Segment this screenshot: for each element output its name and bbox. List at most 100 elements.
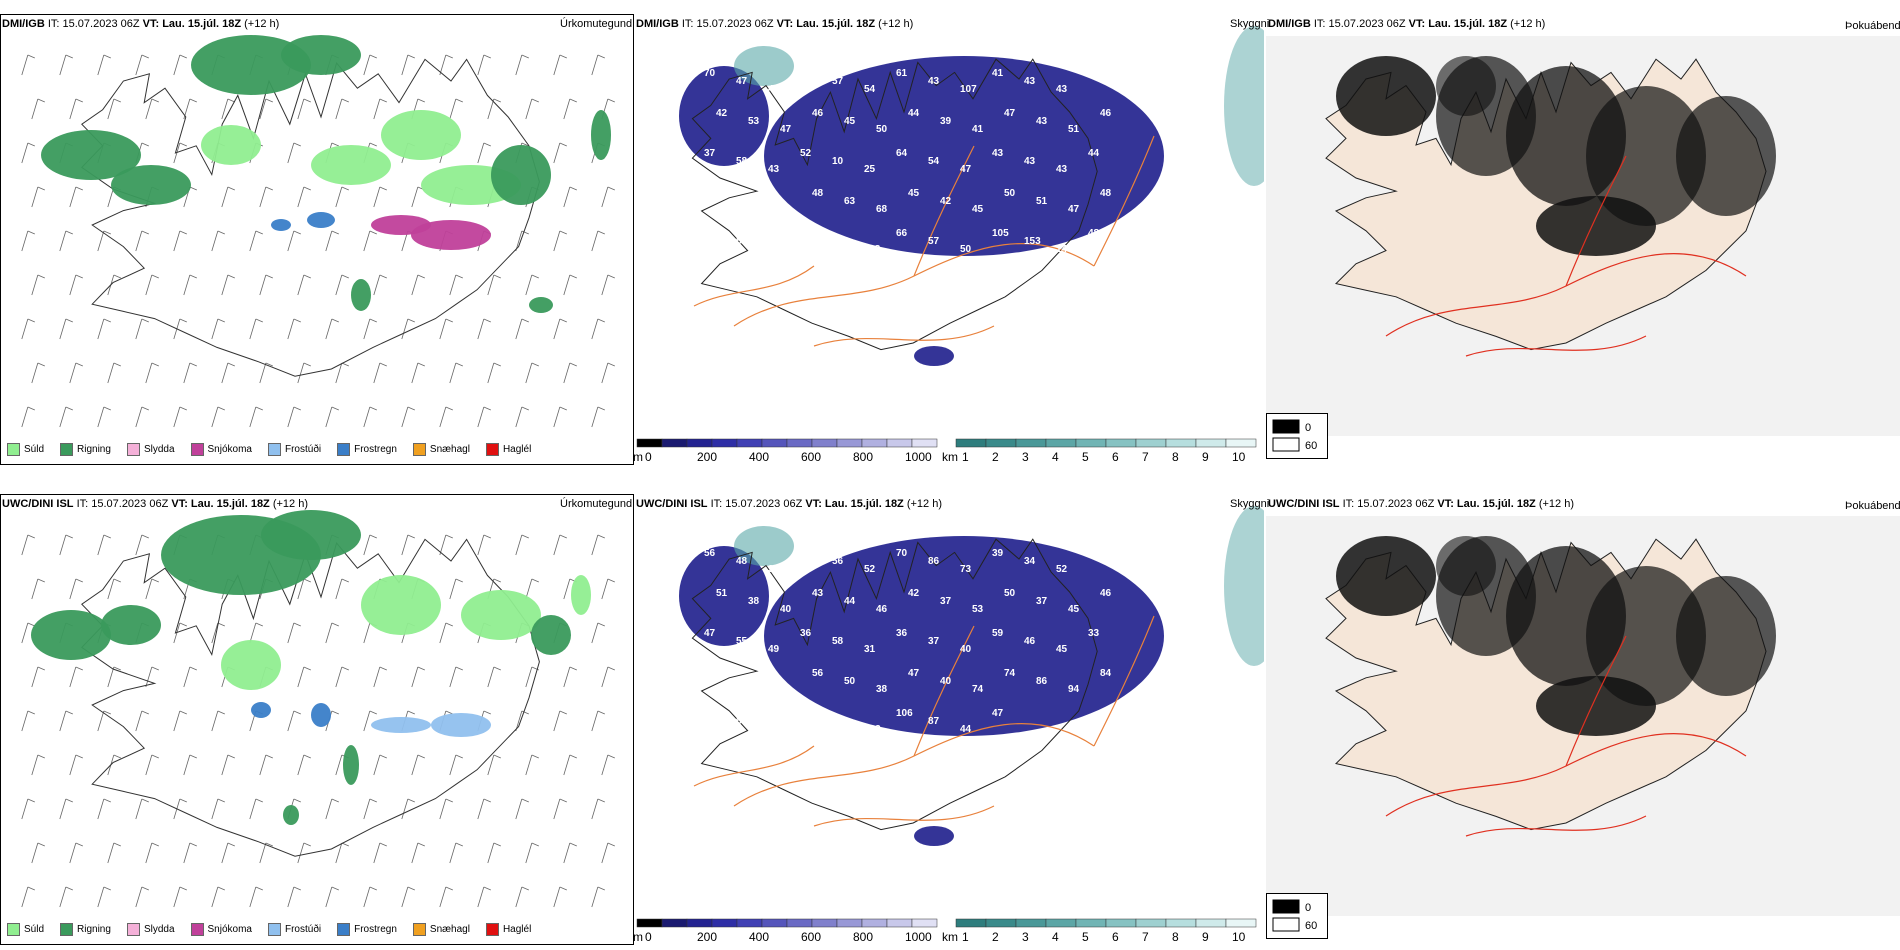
colorbar-tick: 3 (1022, 450, 1029, 463)
wind-barb (363, 230, 371, 252)
legend-item: Snæhagl (412, 922, 470, 936)
colorbar-cell (1075, 918, 1107, 928)
wind-barb (449, 362, 457, 384)
colorbar-cell (1045, 918, 1077, 928)
wind-barb (563, 186, 571, 208)
visibility-value: 56 (812, 668, 824, 679)
wind-barb-flag (103, 318, 111, 323)
wind-barb-flag (65, 534, 73, 539)
legend-label: Snjókoma (207, 923, 252, 935)
legend-label: Slydda (143, 923, 175, 935)
wind-barb (183, 362, 191, 384)
wind-barb-flag (559, 406, 567, 411)
wind-barb-flag (597, 798, 605, 803)
wind-barb (135, 886, 143, 908)
visibility-value: 38 (876, 684, 888, 695)
wind-barb (601, 842, 609, 864)
wind-barb (401, 406, 409, 428)
wind-barb (363, 710, 371, 732)
wind-barb-flag (265, 362, 273, 367)
wind-barb-flag (559, 534, 567, 539)
visibility-value: 54 (864, 84, 876, 95)
visibility-value: 52 (800, 148, 812, 159)
precip-areas (31, 510, 591, 825)
wind-barb-flag (255, 886, 263, 891)
precip-map-top (21, 35, 615, 428)
wind-barb-flag (27, 798, 35, 803)
visibility-value: 43 (928, 76, 940, 87)
legend-swatch (126, 922, 140, 936)
visibility-value: 57 (832, 76, 844, 87)
legend-item: Frostúði (267, 442, 321, 456)
wind-barb (69, 842, 77, 864)
wind-barb-flag (521, 230, 529, 235)
road (913, 625, 975, 757)
fog-map-bottom (1266, 516, 1900, 916)
visibility-value: 52 (864, 564, 876, 575)
wind-barb-flag (417, 274, 425, 279)
wind-barb-flag (151, 274, 159, 279)
wind-barb-flag (559, 710, 567, 715)
wind-barb (477, 142, 485, 164)
wind-barb-flag (255, 622, 263, 627)
colorbar-cell (636, 918, 663, 928)
wind-barb-flag (559, 142, 567, 147)
wind-barb (221, 98, 229, 120)
visibility-value: 64 (896, 148, 908, 159)
wind-barb (563, 98, 571, 120)
road (1465, 815, 1647, 837)
precip-area (361, 575, 441, 635)
wind-barb-flag (217, 622, 225, 627)
wind-barb (21, 318, 29, 340)
wind-barb (487, 362, 495, 384)
precip-area (591, 110, 611, 160)
wind-barb (335, 842, 343, 864)
legend-label: Frostregn (354, 923, 397, 935)
visibility-value: 58 (736, 156, 748, 167)
colorbar-tick: 9 (1202, 450, 1209, 463)
visibility-value: 37 (940, 596, 952, 607)
wind-barb-flag (455, 274, 463, 279)
legend-swatch (412, 922, 426, 936)
fog-area (1336, 536, 1436, 616)
wind-barb-flag (103, 798, 111, 803)
wind-barb-flag (379, 666, 387, 671)
wind-barb-flag (493, 274, 501, 279)
colorbar-tick: 600 (801, 450, 821, 463)
precip-area (491, 145, 551, 205)
wind-barb (335, 754, 343, 776)
wind-barb-flag (103, 710, 111, 715)
wind-barb-flag (189, 274, 197, 279)
wind-barb (259, 362, 267, 384)
colorbar-tick: 800 (853, 450, 873, 463)
wind-barb-flag (445, 318, 453, 323)
visibility-value: 153 (832, 236, 849, 247)
elevation-colorbar-bottom: m 0 200 400 600 800 1000 (633, 917, 938, 944)
visibility-value: 46 (1100, 108, 1112, 119)
vis-panel-top: 70 47 43 55 57 54 61 43 107 41 43 43 41 42 53 47 46 45 50 4… (634, 14, 1264, 463)
wind-barb (553, 534, 561, 556)
wind-barb-flag (303, 842, 311, 847)
wind-barb (21, 406, 29, 428)
wind-barb-flag (407, 534, 415, 539)
visibility-value: 35 (768, 564, 780, 575)
colorbar-cell (861, 918, 888, 928)
wind-barb (145, 666, 153, 688)
precip-area (221, 640, 281, 690)
wind-barb (183, 666, 191, 688)
wind-barb (591, 54, 599, 76)
wind-barb-flag (179, 54, 187, 59)
wind-barb (31, 274, 39, 296)
visibility-value: 47 (704, 628, 716, 639)
wind-barb-flag (179, 622, 187, 627)
legend-swatch (7, 922, 20, 936)
legend-swatch (190, 442, 204, 456)
visibility-value: 45 (1056, 644, 1068, 655)
colorbar-unit: km (942, 930, 958, 943)
wind-barb-flag (37, 274, 45, 279)
wind-barb (107, 666, 115, 688)
wind-barb (145, 274, 153, 296)
colorbar-tick: 1000 (905, 450, 932, 463)
wind-barb-flag (113, 362, 121, 367)
visibility-value: 63 (736, 716, 748, 727)
